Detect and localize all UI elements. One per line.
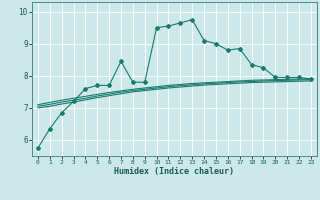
X-axis label: Humidex (Indice chaleur): Humidex (Indice chaleur) [115,167,234,176]
